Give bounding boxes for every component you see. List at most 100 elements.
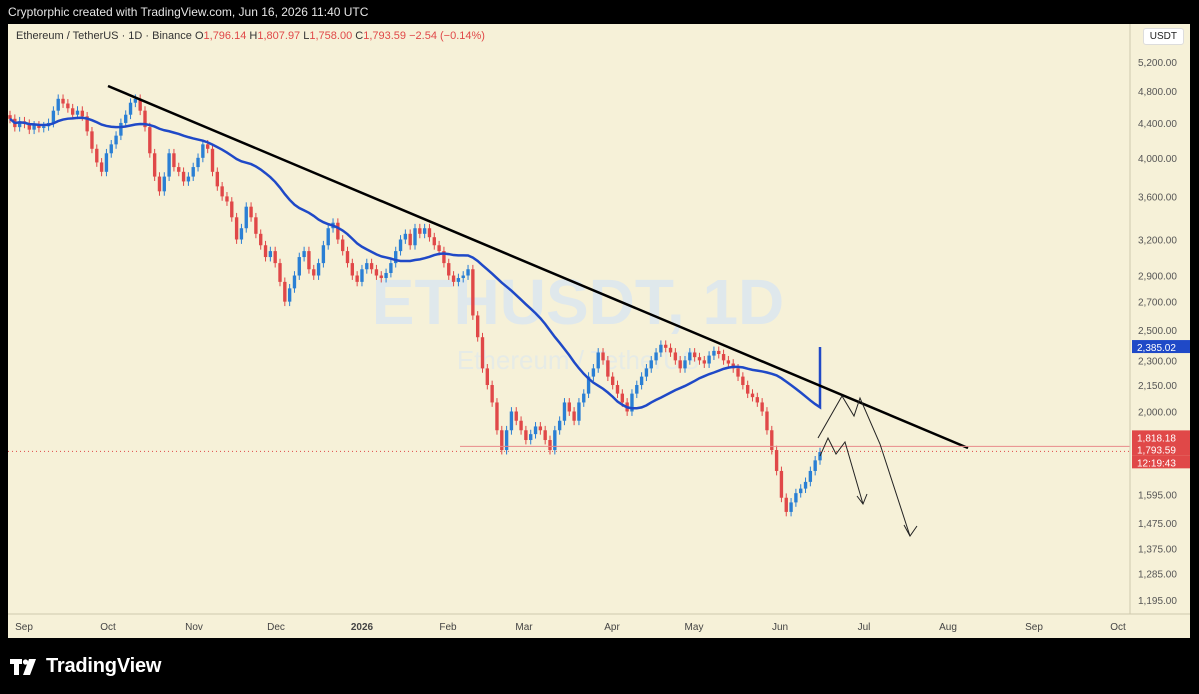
candle-body[interactable] bbox=[157, 176, 162, 192]
candle-body[interactable] bbox=[760, 402, 764, 412]
candle-body[interactable] bbox=[529, 434, 533, 441]
candle-body[interactable] bbox=[384, 272, 388, 279]
candle-body[interactable] bbox=[688, 352, 692, 361]
candle-body[interactable] bbox=[765, 411, 769, 431]
candle-body[interactable] bbox=[553, 430, 557, 451]
candle-body[interactable] bbox=[75, 110, 80, 115]
candle-body[interactable] bbox=[181, 171, 186, 182]
candle-body[interactable] bbox=[191, 167, 195, 177]
candle-body[interactable] bbox=[664, 344, 668, 348]
candle-body[interactable] bbox=[504, 430, 509, 451]
candle-body[interactable] bbox=[635, 385, 639, 394]
candle-body[interactable] bbox=[485, 368, 490, 386]
candle-body[interactable] bbox=[263, 245, 268, 258]
candle-body[interactable] bbox=[750, 393, 755, 398]
candle-body[interactable] bbox=[427, 228, 432, 238]
candle-body[interactable] bbox=[66, 103, 70, 109]
currency-badge[interactable]: USDT bbox=[1142, 28, 1184, 45]
candle-body[interactable] bbox=[567, 402, 571, 412]
candle-body[interactable] bbox=[606, 360, 610, 377]
candle-body[interactable] bbox=[273, 251, 277, 264]
candle-body[interactable] bbox=[533, 426, 538, 435]
candle-body[interactable] bbox=[201, 144, 205, 158]
candle-body[interactable] bbox=[413, 228, 417, 246]
candle-body[interactable] bbox=[143, 110, 147, 128]
candle-body[interactable] bbox=[340, 239, 345, 252]
candle-body[interactable] bbox=[654, 352, 658, 361]
candle-body[interactable] bbox=[133, 98, 138, 103]
projection-path-1[interactable] bbox=[817, 395, 911, 537]
candle-body[interactable] bbox=[196, 157, 200, 168]
candle-body[interactable] bbox=[707, 355, 711, 364]
candle-body[interactable] bbox=[591, 368, 596, 377]
candle-body[interactable] bbox=[451, 275, 456, 282]
candle-body[interactable] bbox=[610, 376, 615, 386]
candle-body[interactable] bbox=[408, 233, 412, 246]
candle-body[interactable] bbox=[104, 153, 109, 172]
candle-body[interactable] bbox=[369, 263, 374, 270]
candle-body[interactable] bbox=[316, 263, 321, 276]
candle-body[interactable] bbox=[490, 385, 494, 403]
candle-body[interactable] bbox=[461, 275, 465, 279]
candle-body[interactable] bbox=[572, 411, 576, 421]
candle-body[interactable] bbox=[755, 397, 760, 403]
price-axis[interactable] bbox=[1130, 24, 1190, 638]
candle-body[interactable] bbox=[789, 502, 793, 512]
candle-body[interactable] bbox=[620, 393, 625, 403]
candle-body[interactable] bbox=[784, 497, 788, 512]
candle-body[interactable] bbox=[702, 360, 706, 364]
candle-body[interactable] bbox=[85, 116, 89, 132]
candle-body[interactable] bbox=[692, 352, 697, 358]
candle-body[interactable] bbox=[586, 376, 591, 394]
candle-body[interactable] bbox=[225, 196, 229, 202]
candle-body[interactable] bbox=[124, 114, 128, 123]
tradingview-logo[interactable]: TradingView bbox=[10, 655, 161, 678]
candle-body[interactable] bbox=[32, 125, 36, 130]
candle-body[interactable] bbox=[70, 108, 75, 115]
candle-body[interactable] bbox=[577, 402, 581, 421]
candle-body[interactable] bbox=[639, 376, 644, 386]
candle-body[interactable] bbox=[350, 263, 355, 276]
candle-body[interactable] bbox=[278, 263, 282, 282]
candle-body[interactable] bbox=[360, 269, 364, 282]
candle-body[interactable] bbox=[799, 488, 803, 494]
candle-body[interactable] bbox=[668, 347, 673, 353]
candle-body[interactable] bbox=[519, 420, 523, 431]
candle-body[interactable] bbox=[475, 315, 480, 338]
candle-body[interactable] bbox=[726, 360, 731, 364]
candle-body[interactable] bbox=[80, 110, 85, 117]
candle-body[interactable] bbox=[287, 288, 292, 302]
candle-body[interactable] bbox=[794, 493, 798, 503]
candle-body[interactable] bbox=[630, 393, 634, 412]
candle-body[interactable] bbox=[678, 360, 682, 369]
candle-body[interactable] bbox=[514, 411, 518, 421]
candle-body[interactable] bbox=[95, 148, 99, 163]
candle-body[interactable] bbox=[326, 228, 330, 246]
candle-body[interactable] bbox=[596, 352, 600, 369]
candle-body[interactable] bbox=[365, 263, 369, 270]
candle-body[interactable] bbox=[808, 470, 813, 482]
candle-body[interactable] bbox=[307, 251, 311, 270]
candle-body[interactable] bbox=[56, 98, 60, 111]
candle-body[interactable] bbox=[770, 430, 774, 451]
candle-body[interactable] bbox=[813, 460, 817, 471]
candle-body[interactable] bbox=[803, 481, 808, 489]
candle-body[interactable] bbox=[717, 350, 721, 355]
candle-body[interactable] bbox=[774, 450, 779, 471]
candle-body[interactable] bbox=[601, 352, 605, 361]
candle-body[interactable] bbox=[302, 251, 306, 258]
candle-body[interactable] bbox=[582, 393, 586, 403]
candle-body[interactable] bbox=[336, 222, 340, 240]
candle-body[interactable] bbox=[374, 269, 379, 276]
candle-body[interactable] bbox=[432, 237, 436, 246]
candle-body[interactable] bbox=[403, 233, 408, 240]
candle-body[interactable] bbox=[500, 430, 504, 451]
candle-body[interactable] bbox=[456, 278, 461, 282]
candle-body[interactable] bbox=[249, 206, 253, 218]
candle-body[interactable] bbox=[210, 148, 215, 172]
chart-area[interactable]: Ethereum / TetherUS · 1D · Binance O1,79… bbox=[8, 24, 1190, 638]
candle-body[interactable] bbox=[148, 127, 152, 154]
candle-body[interactable] bbox=[239, 228, 244, 240]
candle-body[interactable] bbox=[524, 430, 528, 441]
candle-body[interactable] bbox=[745, 385, 750, 394]
